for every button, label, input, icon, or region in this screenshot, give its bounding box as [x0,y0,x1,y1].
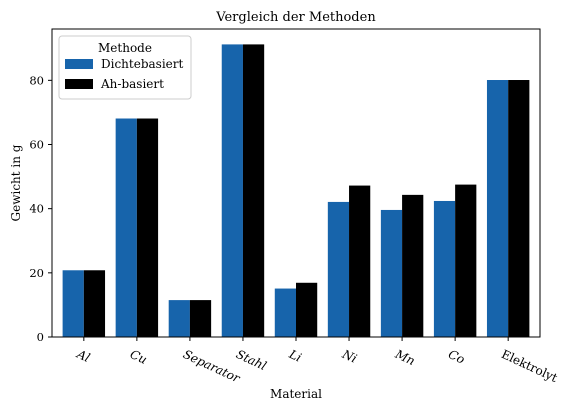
y-tick-label: 0 [37,330,44,344]
y-tick-label: 40 [29,202,44,216]
legend-label-dichtebasiert: Dichtebasiert [101,57,184,71]
x-tick-label-ni: Ni [339,347,359,366]
bar-dichtebasiert-li [274,288,296,337]
x-tick-label-separator: Separator [181,347,243,386]
legend-swatch-ah-basiert [65,79,93,89]
bar-ah-basiert-ni [349,185,371,337]
bar-dichtebasiert-ni [327,201,350,337]
y-axis-label: Gewicht in g [9,144,23,221]
legend-swatch-dichtebasiert [65,59,93,69]
y-tick-label: 60 [29,138,44,152]
x-tick-label-co: Co [446,347,467,367]
legend-label-ah-basiert: Ah-basiert [100,77,164,91]
bar-dichtebasiert-cu [115,118,137,337]
bar-ah-basiert-mn [402,194,424,337]
bar-dichtebasiert-al [62,270,84,337]
bar-dichtebasiert-mn [380,209,403,337]
legend: Methode Dichtebasiert Ah-basiert [58,35,192,100]
x-tick-label-cu: Cu [128,347,149,367]
bar-dichtebasiert-separator [168,300,190,337]
bar-ah-basiert-li [296,282,318,337]
plot-frame [51,28,541,338]
y-tick-label: 20 [29,266,44,280]
bar-dichtebasiert-elektrolyt [486,80,509,337]
bar-dichtebasiert-co [433,200,456,337]
legend-title: Methode [98,41,152,55]
x-tick-label-mn: Mn [392,347,417,369]
x-tick-label-li: Li [286,347,304,365]
bar-ah-basiert-elektrolyt [508,80,530,337]
bar-dichtebasiert-stahl [221,44,243,338]
bar-ah-basiert-cu [136,118,159,337]
chart-title: Vergleich der Methoden [215,10,376,25]
bar-ah-basiert-al [83,270,106,337]
bar-ah-basiert-co [455,184,477,337]
x-tick-label-stahl: Stahl [234,347,269,373]
bar-ah-basiert-stahl [242,44,265,338]
x-tick-label-al: Al [74,347,92,365]
y-tick-label: 80 [29,73,44,87]
x-tick-label-elektrolyt: Elektrolyt [499,347,560,385]
x-axis-label: Material [270,387,322,401]
bar-ah-basiert-separator [189,300,212,337]
